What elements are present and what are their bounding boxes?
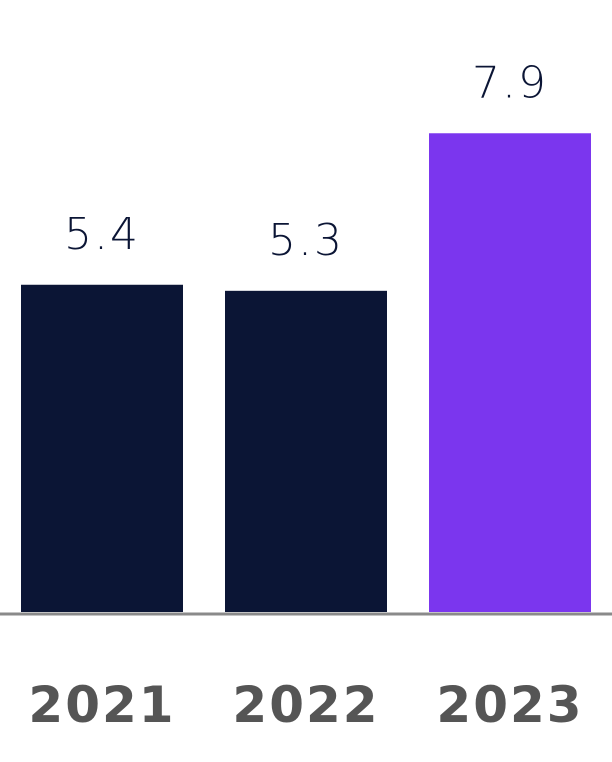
x-tick-label: 2023 xyxy=(436,676,583,734)
bar xyxy=(429,133,591,612)
x-tick-label: 2021 xyxy=(28,676,175,734)
bar xyxy=(21,284,183,612)
value-label: 7.9 xyxy=(472,57,548,108)
x-tick-label: 2022 xyxy=(232,676,379,734)
bar xyxy=(225,290,387,612)
value-label: 5.3 xyxy=(268,215,344,266)
value-label: 5.4 xyxy=(64,209,140,260)
